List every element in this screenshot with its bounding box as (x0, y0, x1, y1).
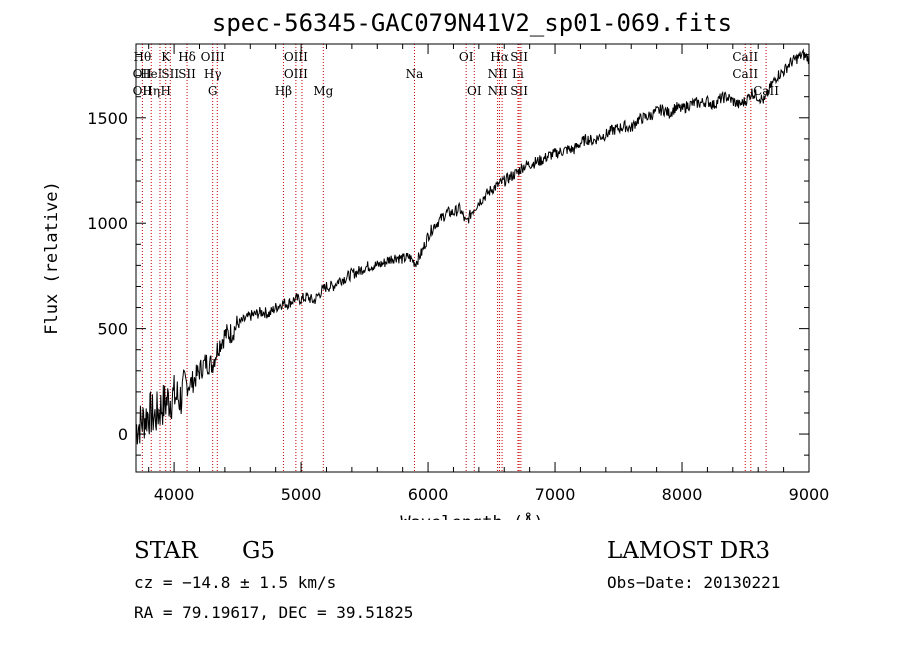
spectral-line-label: CaII (753, 84, 779, 98)
spectral-line-label: NII (488, 84, 508, 98)
spectrum-line (135, 48, 810, 445)
x-tick-label: 7000 (535, 485, 576, 504)
spectral-line-label: OIII (284, 50, 308, 64)
y-axis-label: Flux (relative) (42, 181, 62, 335)
observation-date: Obs−Date: 20130221 (607, 573, 781, 592)
spectral-line-label: HeI (140, 67, 163, 81)
spectral-line-label: Na (406, 67, 424, 81)
spectral-line-label: K (161, 50, 171, 64)
spectral-line-label: Mg (313, 84, 333, 98)
spectral-line-label: Hα (490, 50, 509, 64)
x-tick-label: 5000 (281, 485, 322, 504)
spectral-line-label: OII (133, 84, 153, 98)
plot-frame (135, 43, 810, 473)
y-tick-label: 500 (97, 320, 128, 339)
sky-coordinates: RA = 79.19617, DEC = 39.51825 (134, 603, 414, 622)
spectral-line-label: OIII (284, 67, 308, 81)
x-tick-label: 6000 (408, 485, 449, 504)
spectral-line-label: CaII (732, 67, 758, 81)
spectral-line-label: SII (510, 50, 528, 64)
y-tick-label: 1000 (87, 214, 128, 233)
spectral-line-label: Hθ (133, 50, 151, 64)
spectral-line-label: OII (133, 67, 153, 81)
spectral-line-label: Hγ (204, 67, 222, 81)
spectral-line-label: CaII (732, 50, 758, 64)
object-class: STAR (134, 538, 198, 564)
x-axis-label: Wavelength (Å) (400, 511, 543, 520)
spectral-line-label: G (208, 84, 218, 98)
spectral-line-label: OIII (201, 50, 225, 64)
survey-name: LAMOST DR3 (607, 538, 771, 564)
y-tick-label: 1500 (87, 109, 128, 128)
spectral-line-label: Hη (142, 84, 160, 98)
x-tick-label: 9000 (789, 485, 830, 504)
redshift-velocity: cz = −14.8 ± 1.5 km/s (134, 573, 337, 592)
spectral-line-label: H (160, 84, 170, 98)
spectral-line-label: Li (512, 67, 524, 81)
spectral-line-label: SII (178, 67, 196, 81)
spectral-line-label: SII (161, 67, 179, 81)
y-tick-label: 0 (118, 425, 128, 444)
spectral-line-label: OI (459, 50, 474, 64)
chart-title: spec-56345-GAC079N41V2_sp01-069.fits (212, 9, 732, 37)
spectral-line-label: Hδ (178, 50, 196, 64)
x-tick-label: 8000 (662, 485, 703, 504)
spectral-line-label: NII (488, 67, 508, 81)
spectrum-chart: spec-56345-GAC079N41V2_sp01-069.fits Hθ O… (42, 9, 830, 520)
spectral-line-label: OI (467, 84, 482, 98)
spectral-line-label: Hβ (275, 84, 292, 98)
spectral-line-label: SII (510, 84, 528, 98)
object-subclass: G5 (242, 538, 276, 564)
x-tick-label: 4000 (154, 485, 195, 504)
